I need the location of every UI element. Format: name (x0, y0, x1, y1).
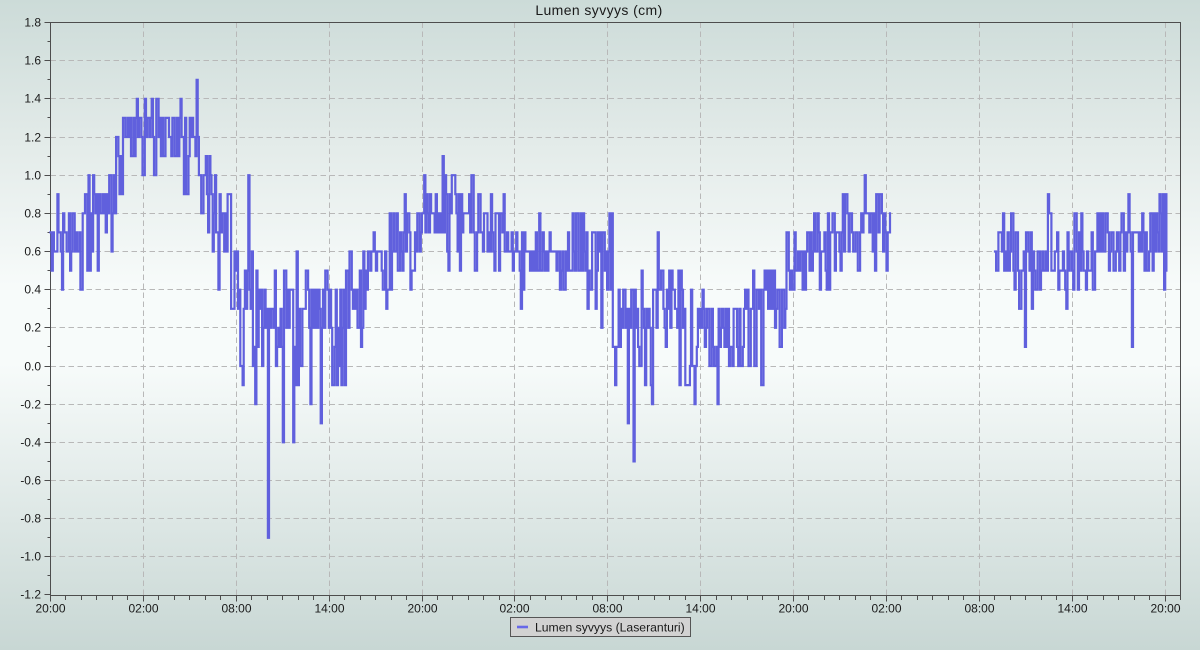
svg-text:02:00: 02:00 (871, 602, 901, 616)
svg-text:1.6: 1.6 (24, 54, 41, 68)
svg-text:02:00: 02:00 (128, 602, 158, 616)
svg-text:Lumen syvyys (cm): Lumen syvyys (cm) (535, 2, 662, 18)
svg-text:08:00: 08:00 (221, 602, 251, 616)
svg-text:Lumen syvyys (Laseranturi): Lumen syvyys (Laseranturi) (535, 621, 685, 635)
svg-text:02:00: 02:00 (499, 602, 529, 616)
svg-text:20:00: 20:00 (407, 602, 437, 616)
svg-text:-0.6: -0.6 (20, 474, 41, 488)
svg-text:0.6: 0.6 (24, 245, 41, 259)
svg-text:-1.2: -1.2 (20, 588, 41, 602)
svg-text:20:00: 20:00 (35, 602, 65, 616)
svg-text:20:00: 20:00 (778, 602, 808, 616)
svg-text:0.4: 0.4 (24, 283, 41, 297)
svg-text:-0.8: -0.8 (20, 512, 41, 526)
svg-text:0.2: 0.2 (24, 321, 41, 335)
svg-text:-1.0: -1.0 (20, 550, 41, 564)
svg-text:1.2: 1.2 (24, 131, 41, 145)
svg-text:1.0: 1.0 (24, 169, 41, 183)
svg-text:1.8: 1.8 (24, 16, 41, 30)
svg-text:14:00: 14:00 (685, 602, 715, 616)
svg-text:0.0: 0.0 (24, 360, 41, 374)
svg-text:08:00: 08:00 (964, 602, 994, 616)
svg-text:14:00: 14:00 (1057, 602, 1087, 616)
svg-text:20:00: 20:00 (1150, 602, 1180, 616)
svg-text:-0.4: -0.4 (20, 436, 41, 450)
svg-text:-0.2: -0.2 (20, 398, 41, 412)
svg-text:0.8: 0.8 (24, 207, 41, 221)
svg-text:08:00: 08:00 (592, 602, 622, 616)
svg-text:1.4: 1.4 (24, 92, 41, 106)
svg-text:14:00: 14:00 (314, 602, 344, 616)
